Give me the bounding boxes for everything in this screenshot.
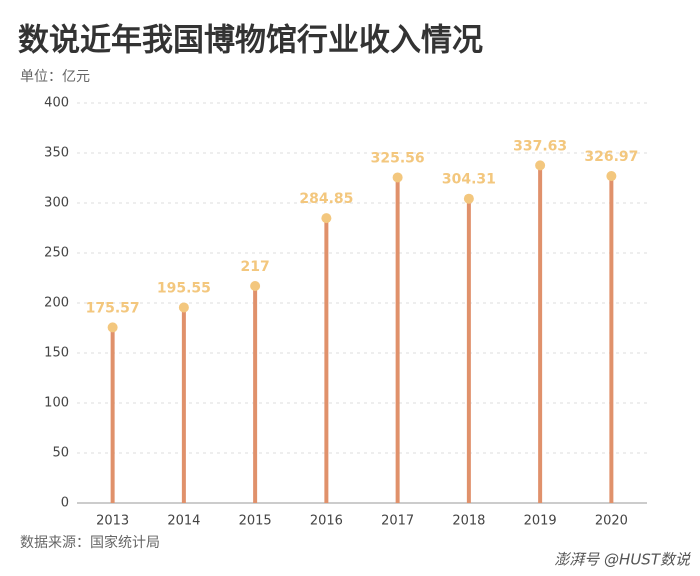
marker bbox=[535, 160, 546, 171]
y-tick-label: 250 bbox=[44, 246, 69, 261]
y-tick-label: 300 bbox=[44, 196, 69, 211]
marker bbox=[606, 171, 617, 182]
value-label: 195.55 bbox=[157, 280, 211, 296]
y-tick-label: 50 bbox=[52, 446, 69, 461]
y-tick-label: 200 bbox=[44, 296, 69, 311]
value-label: 217 bbox=[241, 259, 270, 275]
marker bbox=[463, 193, 474, 204]
y-tick-label: 0 bbox=[61, 496, 69, 511]
x-tick-label: 2018 bbox=[452, 514, 485, 529]
value-label: 326.97 bbox=[584, 149, 638, 165]
x-tick-label: 2014 bbox=[167, 514, 200, 529]
chart-subtitle: 单位：亿元 bbox=[20, 69, 90, 85]
y-tick-label: 400 bbox=[44, 96, 69, 111]
y-tick-label: 350 bbox=[44, 146, 69, 161]
marker bbox=[392, 172, 403, 183]
watermark: 澎湃号 @HUST数说 bbox=[554, 551, 691, 569]
marker bbox=[107, 322, 118, 333]
marker bbox=[321, 213, 332, 224]
chart-title: 数说近年我国博物馆行业收入情况 bbox=[18, 23, 483, 59]
value-label: 284.85 bbox=[299, 191, 353, 207]
x-tick-label: 2017 bbox=[381, 514, 414, 529]
x-tick-label: 2016 bbox=[310, 514, 343, 529]
value-label: 337.63 bbox=[513, 138, 567, 154]
x-tick-label: 2019 bbox=[524, 514, 557, 529]
x-tick-label: 2015 bbox=[239, 514, 272, 529]
y-tick-label: 100 bbox=[44, 396, 69, 411]
y-tick-label: 150 bbox=[44, 346, 69, 361]
value-label: 304.31 bbox=[442, 172, 496, 188]
source-note: 数据来源：国家统计局 bbox=[20, 534, 160, 551]
marker bbox=[250, 281, 261, 291]
x-tick-label: 2020 bbox=[595, 514, 628, 529]
value-label: 175.57 bbox=[86, 300, 140, 316]
marker bbox=[178, 302, 189, 313]
x-tick-label: 2013 bbox=[96, 514, 129, 529]
value-label: 325.56 bbox=[371, 150, 425, 166]
